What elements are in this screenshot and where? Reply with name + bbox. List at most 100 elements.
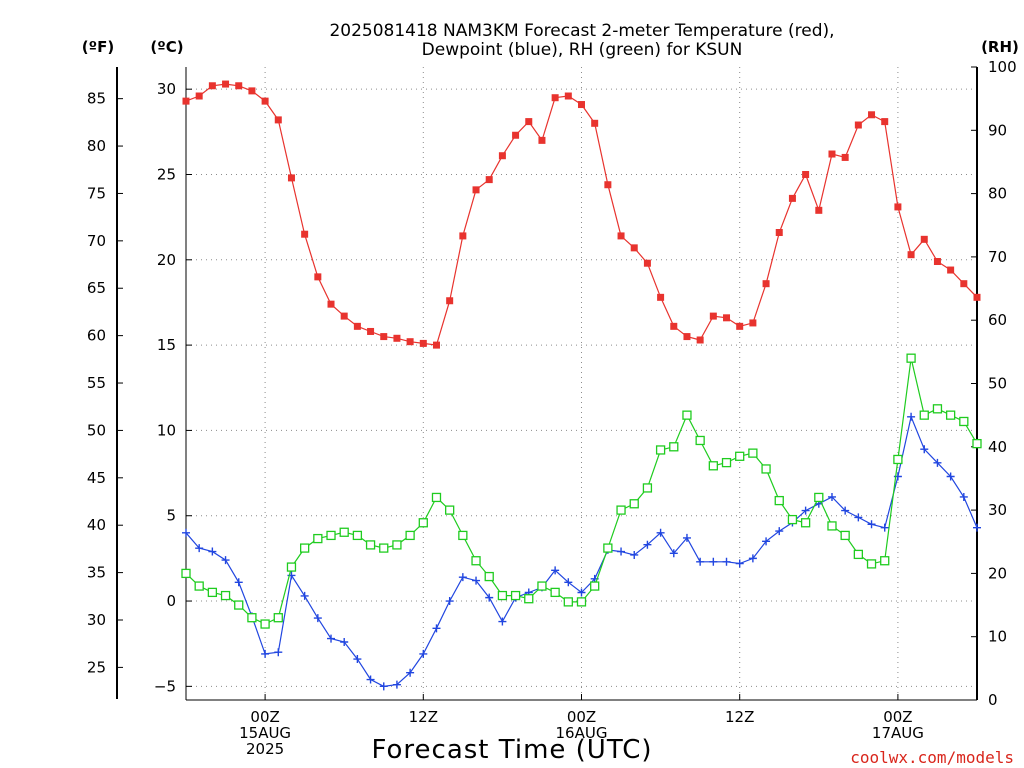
dewpoint-point (617, 547, 626, 556)
rh-point (194, 581, 204, 591)
dewpoint-point (867, 520, 876, 529)
rh-point (748, 448, 758, 458)
rh-point (853, 549, 863, 560)
temperature-point (868, 111, 876, 119)
fahrenheit-tick-label: 60 (87, 327, 106, 345)
rh-point (299, 543, 310, 553)
rh-tick-label: 10 (988, 628, 1007, 646)
dewpoint-point (669, 549, 678, 558)
rh-point (563, 597, 573, 607)
rh-point (510, 590, 521, 601)
celsius-tick-label: 10 (157, 421, 176, 439)
dewpoint-point (406, 668, 415, 677)
dewpoint-point (920, 445, 929, 454)
temperature-point (604, 181, 612, 189)
rh-point (286, 562, 297, 572)
source-credit: coolwx.com/models (850, 748, 1014, 767)
temperature-point (670, 322, 678, 330)
series-layer (181, 80, 982, 691)
rh-point (418, 518, 428, 528)
x-tick-label: 00Z (567, 708, 596, 726)
celsius-tick-label: 25 (157, 165, 176, 183)
celsius-tick-label: 20 (157, 251, 176, 269)
temperature-point (301, 230, 309, 238)
dewpoint-point (485, 593, 494, 602)
dewpoint-point (432, 624, 441, 633)
temperature-point (222, 80, 230, 88)
rh-point (260, 619, 270, 629)
temperature-point (723, 314, 731, 322)
temperature-point (564, 92, 572, 100)
temperature-point (195, 92, 203, 100)
temperature-point (630, 244, 638, 252)
dewpoint-point (313, 614, 322, 623)
dewpoint-point (762, 537, 771, 546)
temperature-point (472, 186, 480, 194)
rh-point (959, 416, 969, 427)
x-axis-title: Forecast Time (UTC) (371, 735, 652, 765)
rh-point (642, 483, 653, 493)
x-tick-label: 15AUG (239, 724, 291, 742)
temperature-point (208, 82, 216, 90)
x-tick-label: 16AUG (556, 724, 608, 742)
rh-point (313, 533, 323, 544)
rh-point (603, 543, 613, 553)
rh-point (800, 518, 811, 528)
rh-point (866, 559, 877, 569)
fahrenheit-tick-label: 30 (87, 611, 106, 629)
x-tick-label: 17AUG (872, 724, 924, 742)
fahrenheit-tick-label: 65 (87, 279, 106, 297)
temperature-point (432, 341, 440, 349)
dewpoint-point (392, 680, 401, 689)
rh-point (247, 613, 257, 623)
rh-point (537, 581, 547, 591)
temperature-point (235, 82, 243, 90)
dewpoint-point (577, 588, 586, 597)
rh-tick-label: 20 (988, 564, 1007, 582)
rh-tick-label: 100 (988, 58, 1017, 76)
dewpoint-point (261, 649, 270, 658)
temperature-point (512, 131, 520, 139)
dewpoint-point (841, 506, 850, 515)
rh-point (972, 438, 982, 449)
temperature-point (498, 152, 506, 160)
temperature-point (248, 87, 256, 95)
temperature-point (406, 338, 414, 346)
x-tick-label: 00Z (250, 708, 279, 726)
rh-point (655, 445, 666, 455)
rh-point (576, 597, 587, 607)
temperature-point (380, 333, 388, 341)
temperature-point (551, 94, 559, 102)
dewpoint-point (379, 682, 388, 691)
dewpoint-point (880, 523, 889, 532)
rh-point (471, 556, 481, 566)
dewpoint-point (656, 528, 665, 537)
fahrenheit-tick-label: 85 (87, 90, 106, 108)
rh-point (919, 410, 929, 420)
temperature-point (920, 235, 928, 243)
celsius-tick-label: −5 (154, 677, 176, 695)
dewpoint-point (182, 528, 190, 537)
rh-point (550, 587, 560, 598)
temperature-point (327, 300, 335, 308)
fahrenheit-unit-label: (ºF) (82, 38, 114, 56)
temperature-point (446, 297, 454, 305)
dewpoint-point (696, 557, 705, 566)
fahrenheit-tick-label: 45 (87, 469, 106, 487)
fahrenheit-tick-label: 70 (87, 232, 106, 250)
dewpoint-point (327, 634, 336, 643)
temperature-point (643, 259, 651, 267)
dewpoint-point (933, 458, 942, 467)
temperature-point (841, 153, 849, 161)
temperature-point (947, 266, 955, 274)
dewpoint-point (854, 513, 863, 522)
dewpoint-point (551, 566, 560, 575)
temperature-point (419, 339, 427, 347)
rh-point (181, 568, 191, 579)
dewpoint-point (419, 649, 428, 658)
temperature-point (485, 176, 493, 184)
dewpoint-point (195, 544, 204, 553)
rh-point (840, 530, 850, 541)
temperature-point (749, 319, 757, 327)
